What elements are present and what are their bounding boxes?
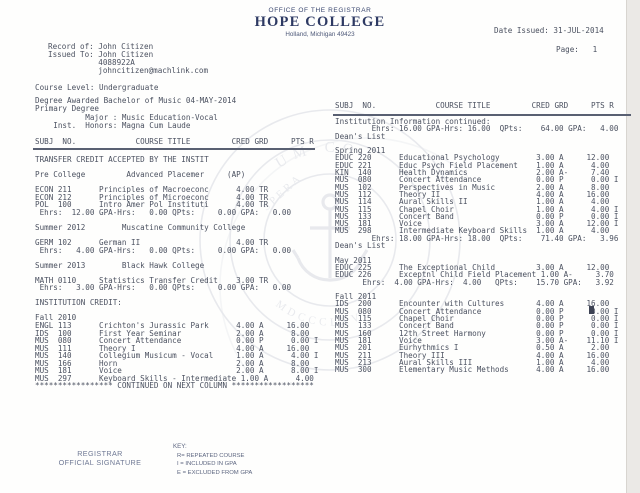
transcript-line: Ehrs: 4.00 GPA-Hrs: 4.00 QPts: 15.70 GPA… <box>335 277 614 287</box>
transcript-line: Ehrs: 4.00 GPA-Hrs: 0.00 QPts: 0.00 GPA:… <box>35 245 292 255</box>
course-row: MATH 0110 Statistics Transfer Credit 3.0… <box>35 275 269 285</box>
course-row: MUS 115 Chapel Choir 0.00 P 0.00 I <box>335 314 619 324</box>
seal-emboss-circle <box>219 137 468 378</box>
transcript-line: Institution Information continued: <box>335 117 491 126</box>
transcript-line: johncitizen@machlink.com <box>48 66 209 75</box>
transcript-line: 4088922A <box>48 58 135 67</box>
transcript-line: Summer 2012 Muscatine Community College <box>35 222 246 232</box>
date-issued: Date Issued: 31-JUL-2014 <box>494 26 604 35</box>
course-row: MUS 181 Voice 2.00 A 8.00 I <box>35 366 319 376</box>
course-row: ECON 212 Principles of Microeconc 4.00 T… <box>35 192 269 202</box>
column-header-right: SUBJ NO. COURSE TITLE CRED GRD PTS R <box>335 101 614 110</box>
separator-right <box>333 114 631 116</box>
transcript-line <box>335 286 618 293</box>
student-info-block: Record of: John Citizen Issued To: John C… <box>48 43 208 75</box>
transcript-line: Pre College Advanced Placemer (AP) <box>35 170 246 180</box>
transcript-line: Dean's List <box>335 131 386 141</box>
column-header-left: SUBJ NO. COURSE TITLE CRED GRD PTS R <box>35 137 314 146</box>
course-row: MUS 213 Aural Skills III 1.00 A 4.00 <box>335 357 610 367</box>
course-row: MUS 115 Chapel Choir 1.00 A 4.00 I <box>335 204 619 214</box>
transcript-line: Issued To: John Citizen <box>48 50 154 59</box>
transcript-line: Inst. Honors: Magna Cum Laude <box>35 121 191 131</box>
transcript-line: Degree Awarded Bachelor of Music 04-MAY-… <box>35 96 237 105</box>
transcript-right-column: Institution Information continued: Ehrs:… <box>335 117 619 375</box>
official-signature-label: OFFICIAL SIGNATURE <box>58 458 142 467</box>
transcript-line <box>35 307 318 315</box>
transcript-left-column: TRANSFER CREDIT ACCEPTED BY THE INSTIT P… <box>35 156 318 390</box>
course-row: IDS 100 First Year Seminar 2.00 A 8.00 <box>35 328 310 338</box>
course-row: ENGL 113 Crichton's Jurassic Park 4.00 A… <box>35 321 310 331</box>
course-row: MUS 133 Concert Band 0.00 P 0.00 I <box>335 321 619 331</box>
course-row: IDS 200 Encounter with Cultures 4.00 A 1… <box>335 299 610 309</box>
transcript-line: ***************** CONTINUED ON NEXT COLU… <box>35 381 314 391</box>
transcript-line <box>335 249 618 256</box>
transcript-line: R= REPEATED COURSE <box>177 453 245 459</box>
transcript-line: Ehrs: 3.00 GPA-Hrs: 0.00 QPts: 0.00 GPA:… <box>35 283 292 293</box>
transcript-line: Spring 2011 <box>335 146 386 156</box>
key-title: KEY: <box>173 443 187 450</box>
transcript-line: Summer 2013 Black Hawk College <box>35 260 205 270</box>
course-row: MUS 201 Eurhythmics I 0.50 A 2.00 <box>335 343 610 353</box>
transcript-line: Ehrs: 16.00 GPA-Hrs: 16.00 QPts: 64.00 G… <box>335 124 619 134</box>
transcript-line: Fall 2011 <box>335 292 377 302</box>
letterhead: OFFICE OF THE REGISTRAR HOPE COLLEGE Hol… <box>0 7 640 38</box>
registrar-signature-block: REGISTRAR OFFICIAL SIGNATURE <box>20 449 180 467</box>
course-row: MUS 080 Concert Attendance 0.00 P 0.00 I <box>335 306 619 316</box>
scan-page-edge <box>626 0 640 493</box>
separator-left <box>33 148 315 150</box>
course-row: MUS 133 Concert Band 0.00 P 0.00 I <box>335 211 619 221</box>
transcript-line: Record of: John Citizen <box>48 42 154 51</box>
course-row: EDUC 220 Educational Psychology 3.00 A 1… <box>335 153 610 163</box>
seal-outer-circle <box>199 109 461 371</box>
course-row: MUS 181 Voice 3.00 A- 11.10 I <box>335 335 619 345</box>
course-row: MUS 080 Concert Attendance 0.00 P 0.00 I <box>35 336 319 346</box>
transcript-line: Ehrs: 12.00 GPA-Hrs: 0.00 QPts: 0.00 GPA… <box>35 207 292 217</box>
course-row: MUS 160 12th Street Harmony 0.00 P 0.00 … <box>335 328 619 338</box>
transcript-line: E = EXCLUDED FROM GPA <box>177 469 253 476</box>
seal-ring-circle <box>229 139 431 341</box>
course-row: MUS 080 Concert Attendance 0.00 P 0.00 I <box>335 175 619 185</box>
course-level: Course Level: Undergraduate <box>35 83 159 92</box>
transcript-line: TRANSFER CREDIT ACCEPTED BY THE INSTIT <box>35 155 209 164</box>
text-cursor-artifact <box>589 306 594 314</box>
grade-key-block: R= REPEATED COURSE I = INCLUDED IN GPA E =… <box>177 452 252 477</box>
course-row: EDUC 226 Exceptnl Child Field Placement … <box>335 270 614 280</box>
transcript-line: Primary Degree <box>35 104 100 114</box>
transcript-line: Fall 2010 <box>35 313 77 323</box>
course-row: MUS 111 Theory I 4.00 A 16.00 <box>35 343 310 353</box>
course-row: MUS 140 Collegium Musicum - Vocal 1.00 A… <box>35 351 319 361</box>
course-row: EDUC 221 Educ Psych Field Placement 1.00… <box>335 160 610 170</box>
seal-inner-circle <box>263 173 397 307</box>
course-row: GERM 102 German II 4.00 TR <box>35 238 269 248</box>
course-row: MUS 300 Elementary Music Methods 4.00 A … <box>335 365 610 375</box>
course-row: MUS 211 Theory III 4.00 A 16.00 <box>335 350 610 360</box>
course-row: KIN 140 Health Dynamics 2.00 A- 7.40 <box>335 168 610 178</box>
course-row: MUS 166 Horn 2.00 A 8.00 <box>35 358 310 368</box>
transcript-line: May 2011 <box>335 255 372 265</box>
transcript-line: INSTITUTION CREDIT: <box>35 298 122 308</box>
course-row: MUS 102 Perspectives in Music 2.00 A 8.0… <box>335 182 610 192</box>
office-of-registrar-label: OFFICE OF THE REGISTRAR <box>268 7 372 14</box>
course-row: MUS 114 Aural Skills II 1.00 A 4.00 <box>335 197 610 207</box>
college-name: HOPE COLLEGE <box>254 14 386 30</box>
transcript-line: I = INCLUDED IN GPA <box>177 461 237 468</box>
course-row: ECON 211 Principles of Macroeconc 4.00 T… <box>35 185 269 195</box>
registrar-label: REGISTRAR <box>77 449 123 458</box>
course-row: EDUC 225 The Exceptional Child 3.00 A 12… <box>335 262 610 272</box>
anchor-icon <box>291 193 369 282</box>
transcript-line: Ehrs: 18.00 GPA-Hrs: 18.00 QPts: 71.40 G… <box>335 233 619 243</box>
course-row: POL 100 Intro Amer Pol Instituti 4.00 TR <box>35 200 269 210</box>
degree-block: Degree Awarded Bachelor of Music 04-MAY-… <box>35 96 237 131</box>
college-seal-watermark: UM CO SPERA MDCCCLXVI <box>199 109 468 378</box>
course-row: MUS 112 Theory II 4.00 A 16.00 <box>335 189 610 199</box>
course-row: MUS 181 Voice 3.00 A 12.00 I <box>335 219 619 229</box>
course-row: MUS 297 Keyboard Skills - Intermediate 1… <box>35 373 314 383</box>
transcript-line: Dean's List <box>335 241 386 251</box>
course-row: MUS 298 Intermediate Keyboard Skills 1.0… <box>335 226 610 236</box>
page-number: Page: 1 <box>556 45 598 54</box>
transcript-line: Major : Music Education-Vocal <box>35 112 218 122</box>
college-location: Holland, Michigan 49423 <box>285 31 355 38</box>
